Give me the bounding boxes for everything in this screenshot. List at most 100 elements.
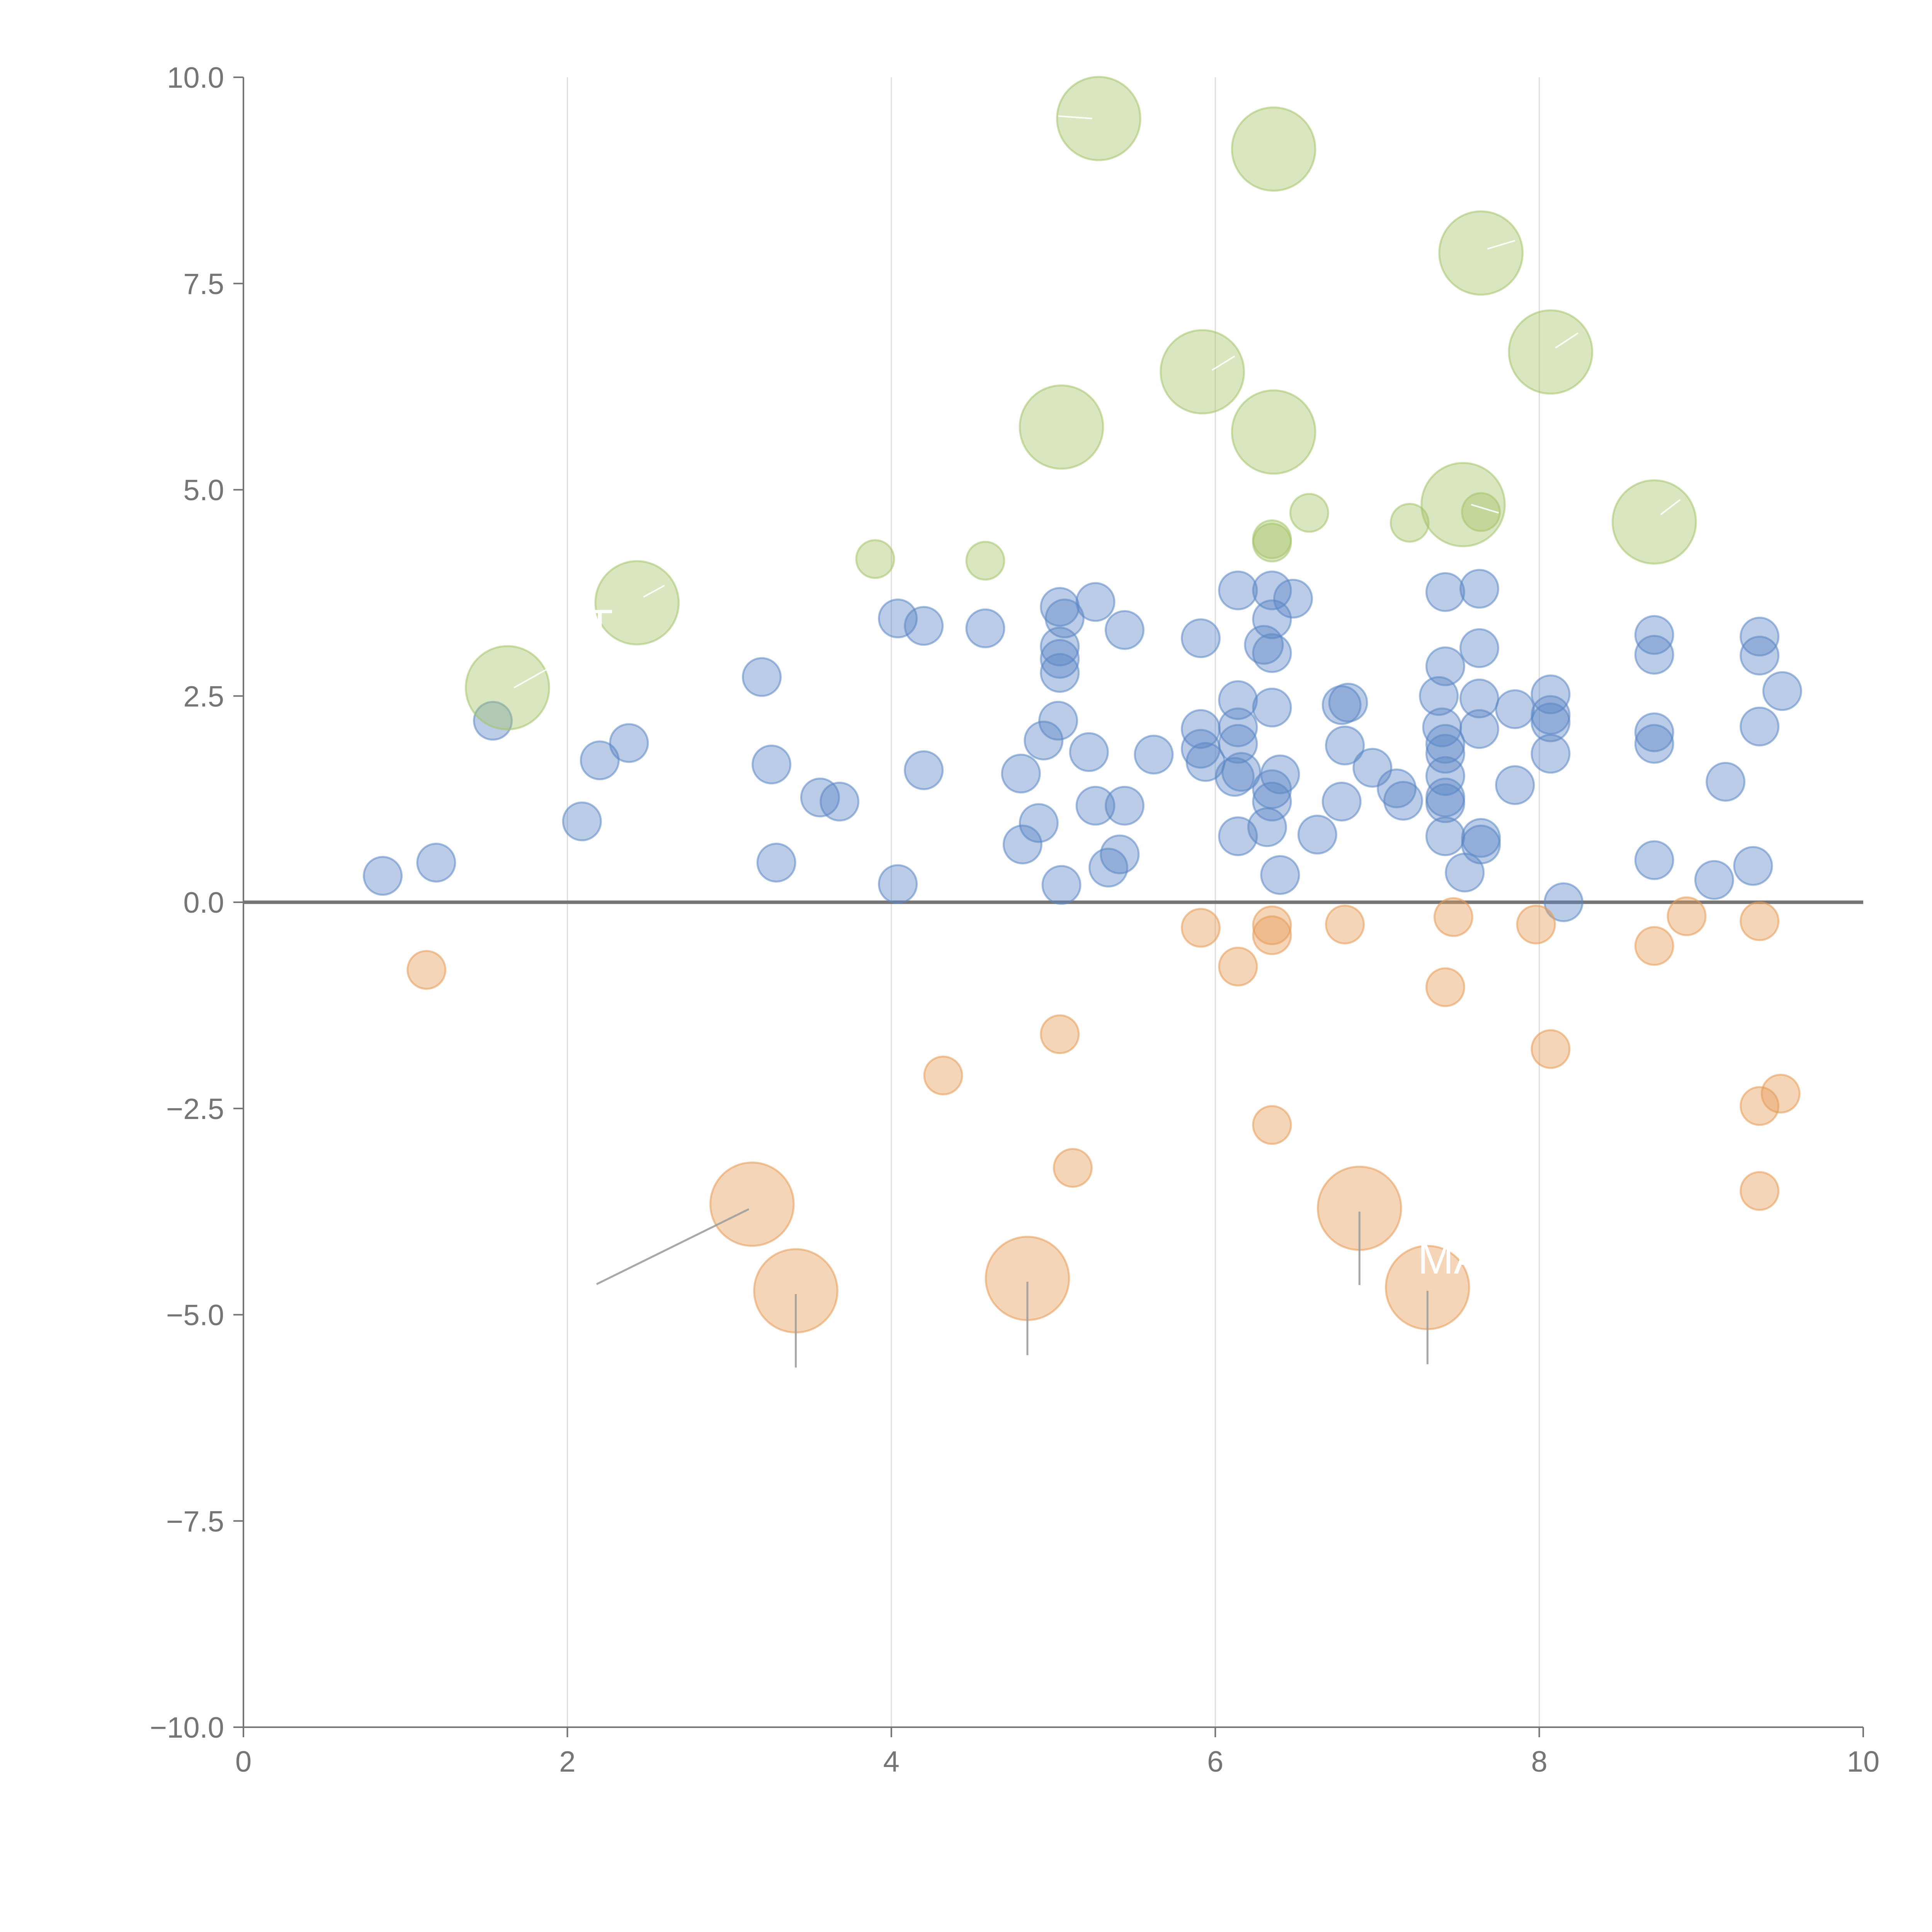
negative-point[interactable]: [1252, 1105, 1292, 1145]
positive-point[interactable]: [1325, 725, 1365, 765]
highlight-point[interactable]: [1289, 493, 1329, 533]
positive-point[interactable]: [1297, 815, 1337, 855]
highlight-point[interactable]: [1508, 309, 1594, 395]
positive-point[interactable]: [1377, 768, 1417, 808]
positive-point[interactable]: [1543, 882, 1583, 922]
negative-point[interactable]: [1252, 915, 1292, 955]
highlight-point[interactable]: [965, 541, 1005, 581]
negative-point[interactable]: [1516, 905, 1556, 945]
positive-point[interactable]: [1075, 582, 1116, 622]
positive-point[interactable]: [1531, 734, 1571, 774]
negative-point[interactable]: [1218, 947, 1258, 987]
positive-point[interactable]: [1088, 847, 1129, 888]
positive-point[interactable]: [1218, 680, 1258, 720]
highlight-point[interactable]: [1420, 462, 1506, 548]
positive-point[interactable]: [1040, 653, 1080, 693]
positive-point[interactable]: [1733, 846, 1773, 886]
negative-point[interactable]: [1740, 1086, 1780, 1126]
positive-point[interactable]: [1425, 783, 1465, 823]
positive-point[interactable]: [1531, 674, 1571, 714]
positive-point[interactable]: [1104, 610, 1145, 650]
positive-point[interactable]: [1041, 865, 1082, 905]
highlight-point[interactable]: [1611, 479, 1697, 565]
positive-point[interactable]: [742, 657, 782, 697]
positive-point[interactable]: [1069, 732, 1109, 772]
positive-point[interactable]: [904, 606, 944, 646]
positive-point[interactable]: [1740, 636, 1780, 676]
positive-point[interactable]: [1634, 724, 1674, 764]
negative-point[interactable]: [1634, 926, 1674, 966]
positive-point[interactable]: [904, 750, 944, 790]
highlight-point[interactable]: [594, 560, 680, 646]
positive-point[interactable]: [1040, 639, 1080, 679]
positive-point[interactable]: [878, 599, 918, 639]
positive-point[interactable]: [1495, 765, 1535, 805]
negative-point[interactable]: [1760, 1073, 1801, 1114]
positive-point[interactable]: [1425, 734, 1465, 774]
negative-point[interactable]: [1740, 901, 1780, 941]
positive-point[interactable]: [1383, 781, 1423, 821]
positive-point[interactable]: [752, 744, 792, 784]
negative-point[interactable]: [923, 1055, 963, 1095]
highlight-point[interactable]: [1461, 492, 1501, 532]
highlight-point[interactable]: [1252, 522, 1292, 563]
positive-point[interactable]: [1425, 724, 1465, 764]
positive-point[interactable]: [1531, 702, 1571, 743]
positive-point[interactable]: [1252, 570, 1292, 611]
positive-point[interactable]: [1425, 572, 1465, 612]
positive-point[interactable]: [1180, 618, 1221, 658]
positive-point[interactable]: [562, 801, 602, 842]
negative-point[interactable]: [1325, 905, 1365, 945]
positive-point[interactable]: [1252, 782, 1292, 822]
positive-point[interactable]: [1002, 825, 1043, 865]
positive-point[interactable]: [1044, 599, 1085, 639]
negative-point[interactable]: [709, 1162, 795, 1247]
positive-point[interactable]: [1740, 706, 1780, 747]
negative-point[interactable]: [1740, 1171, 1780, 1211]
highlight-point[interactable]: [1231, 106, 1316, 192]
negative-point[interactable]: [1667, 896, 1707, 936]
highlight-point[interactable]: [1438, 210, 1524, 296]
negative-point[interactable]: [1053, 1148, 1093, 1188]
positive-point[interactable]: [1634, 712, 1674, 752]
positive-point[interactable]: [1419, 676, 1459, 716]
positive-point[interactable]: [1425, 816, 1465, 856]
positive-point[interactable]: [1075, 786, 1116, 826]
positive-point[interactable]: [1461, 825, 1501, 865]
positive-point[interactable]: [756, 843, 796, 883]
positive-point[interactable]: [473, 701, 513, 741]
positive-point[interactable]: [1260, 754, 1300, 794]
positive-point[interactable]: [1244, 625, 1284, 665]
positive-point[interactable]: [580, 740, 620, 781]
positive-point[interactable]: [1634, 635, 1674, 675]
highlight-point[interactable]: [464, 645, 550, 731]
positive-point[interactable]: [1634, 840, 1674, 880]
positive-point[interactable]: [820, 782, 860, 822]
positive-point[interactable]: [1260, 855, 1300, 895]
positive-point[interactable]: [1459, 709, 1499, 749]
positive-point[interactable]: [1024, 721, 1064, 761]
positive-point[interactable]: [1252, 599, 1292, 639]
positive-point[interactable]: [1425, 646, 1465, 686]
positive-point[interactable]: [1218, 707, 1258, 747]
negative-point[interactable]: [1425, 967, 1465, 1007]
positive-point[interactable]: [1252, 633, 1292, 673]
positive-point[interactable]: [1215, 757, 1255, 797]
positive-point[interactable]: [416, 843, 456, 883]
positive-point[interactable]: [1762, 671, 1802, 711]
positive-point[interactable]: [1425, 756, 1465, 796]
positive-point[interactable]: [1019, 803, 1059, 843]
highlight-point[interactable]: [1019, 384, 1104, 470]
negative-point[interactable]: [1040, 1014, 1080, 1054]
positive-point[interactable]: [1706, 762, 1746, 802]
positive-point[interactable]: [1694, 860, 1734, 900]
highlight-point[interactable]: [1056, 76, 1141, 162]
highlight-point[interactable]: [1160, 329, 1245, 415]
positive-point[interactable]: [1459, 569, 1499, 609]
positive-point[interactable]: [1273, 578, 1313, 619]
positive-point[interactable]: [609, 723, 649, 763]
positive-point[interactable]: [1459, 628, 1499, 668]
positive-point[interactable]: [1328, 682, 1368, 723]
negative-point[interactable]: [1180, 908, 1221, 948]
positive-point[interactable]: [1252, 687, 1292, 728]
